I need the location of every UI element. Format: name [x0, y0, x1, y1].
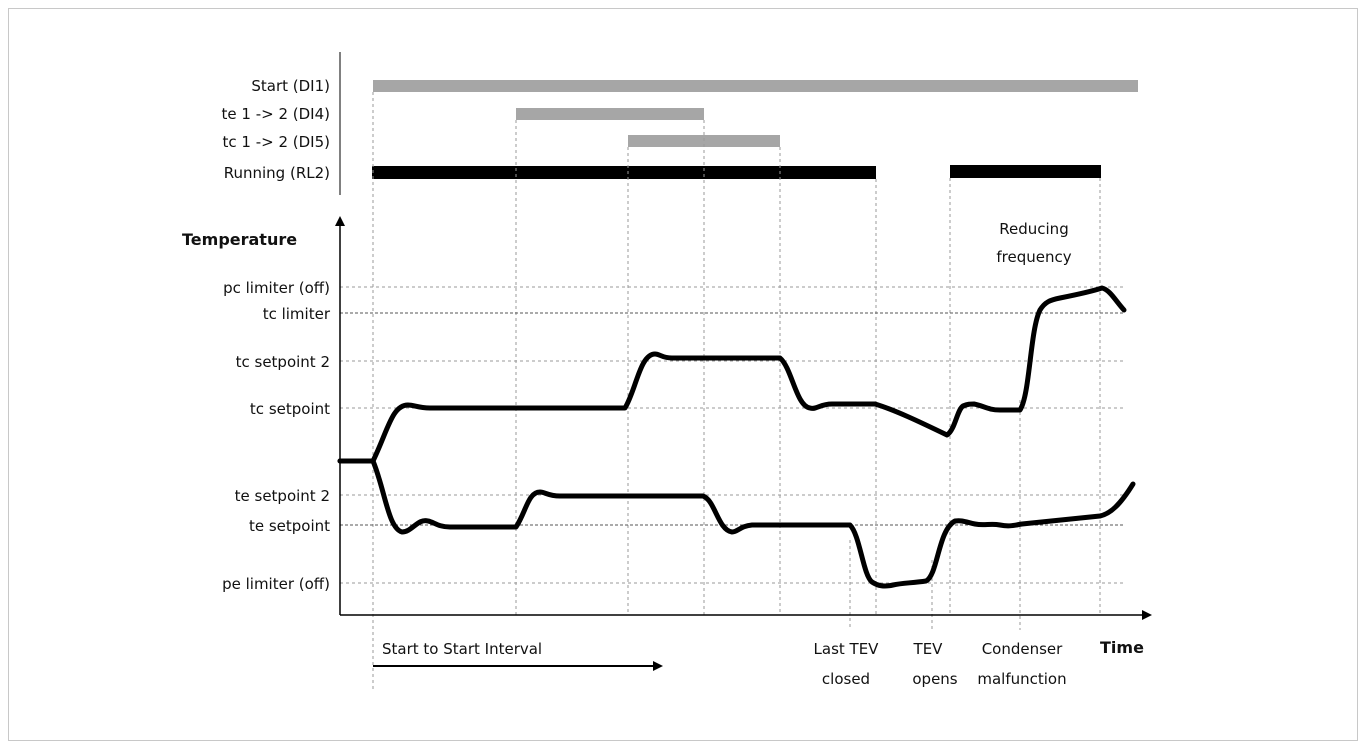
running-bar-2: [950, 165, 1101, 178]
condenser-label-line1: Condenser: [982, 640, 1063, 658]
level-label-pc-limiter: pc limiter (off): [223, 279, 330, 297]
tev-opens-label-line2: opens: [912, 670, 957, 688]
te-switch-bar: [516, 108, 704, 120]
level-label-tc-setpoint-2: tc setpoint 2: [236, 353, 330, 371]
running-bar-1: [372, 166, 876, 179]
level-label-tc-setpoint: tc setpoint: [250, 400, 330, 418]
diagram-frame: [8, 8, 1358, 741]
vertical-guides: [372, 92, 1101, 690]
start-interval-label: Start to Start Interval: [382, 640, 542, 658]
condenser-label-line2: malfunction: [977, 670, 1066, 688]
reducing-frequency-label-line1: Reducing: [999, 220, 1068, 238]
last-tev-label-line1: Last TEV: [814, 640, 880, 658]
signal-label-te-switch: te 1 -> 2 (DI4): [222, 105, 330, 123]
tc-curve: [337, 285, 1127, 464]
y-axis-label: Temperature: [182, 230, 297, 249]
level-label-te-setpoint: te setpoint: [249, 517, 330, 535]
te-curve: [337, 458, 1136, 589]
level-label-tc-limiter: tc limiter: [263, 305, 331, 323]
level-label-te-setpoint-2: te setpoint 2: [235, 487, 330, 505]
reducing-frequency-label-line2: frequency: [996, 248, 1071, 266]
tev-opens-label-line1: TEV: [913, 640, 944, 658]
signal-label-running: Running (RL2): [224, 164, 330, 182]
signal-label-start: Start (DI1): [251, 77, 330, 95]
x-axis-label: Time: [1100, 638, 1144, 657]
level-guides: [340, 286, 1125, 584]
signal-label-tc-switch: tc 1 -> 2 (DI5): [223, 133, 331, 151]
level-label-pe-limiter: pe limiter (off): [222, 575, 330, 593]
start-bar: [373, 80, 1138, 92]
last-tev-label-line2: closed: [822, 670, 870, 688]
